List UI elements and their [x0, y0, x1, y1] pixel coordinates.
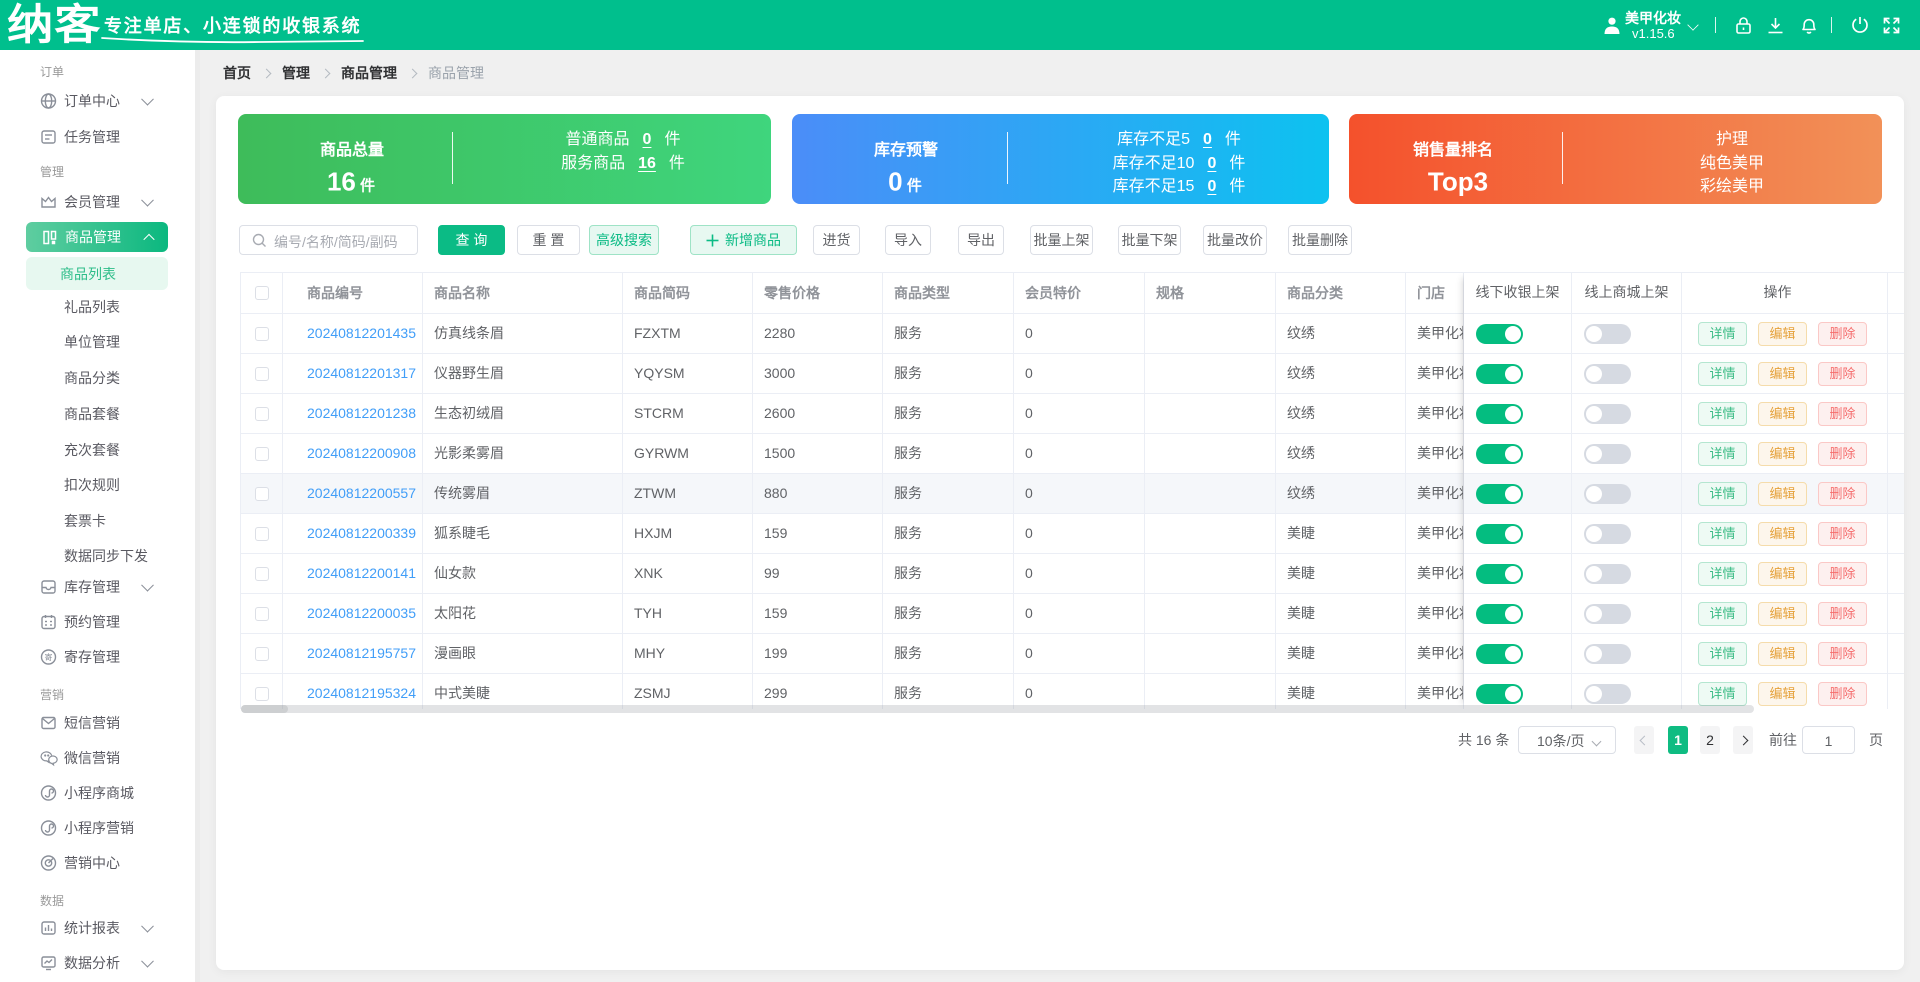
- svg-text:寄: 寄: [45, 652, 53, 662]
